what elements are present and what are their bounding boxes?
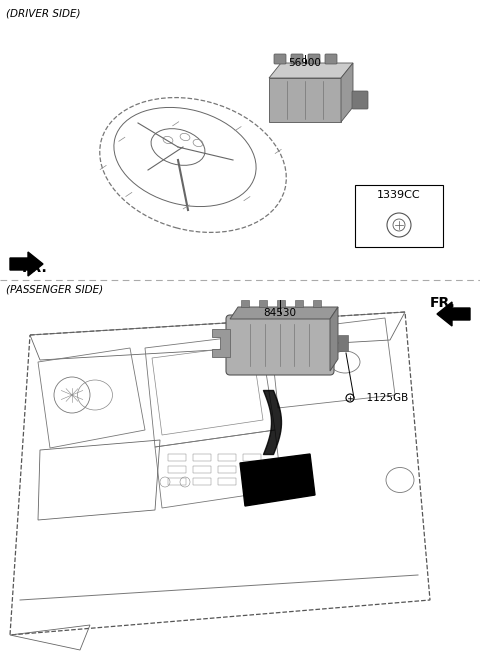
Bar xyxy=(193,454,211,461)
Text: (PASSENGER SIDE): (PASSENGER SIDE) xyxy=(6,285,103,295)
Bar xyxy=(243,466,261,473)
Polygon shape xyxy=(269,78,341,122)
FancyBboxPatch shape xyxy=(291,54,303,64)
Bar xyxy=(243,454,261,461)
Polygon shape xyxy=(212,329,230,357)
Bar xyxy=(168,454,186,461)
Bar xyxy=(168,466,186,473)
Text: 56900: 56900 xyxy=(288,58,322,68)
Text: 84530: 84530 xyxy=(264,308,297,318)
Polygon shape xyxy=(269,63,353,78)
Bar xyxy=(218,478,236,485)
Bar xyxy=(241,300,249,307)
Bar xyxy=(277,300,285,307)
Bar xyxy=(338,335,348,351)
FancyBboxPatch shape xyxy=(274,54,286,64)
Bar xyxy=(193,478,211,485)
FancyBboxPatch shape xyxy=(308,54,320,64)
Bar xyxy=(193,466,211,473)
FancyBboxPatch shape xyxy=(352,91,368,109)
Bar xyxy=(243,478,261,485)
Polygon shape xyxy=(437,302,470,326)
Polygon shape xyxy=(240,454,315,506)
Bar xyxy=(313,300,321,307)
Bar xyxy=(355,185,443,247)
Polygon shape xyxy=(330,307,338,371)
Bar xyxy=(168,478,186,485)
FancyBboxPatch shape xyxy=(226,315,334,375)
Text: 1339CC: 1339CC xyxy=(377,190,421,200)
Bar xyxy=(218,466,236,473)
Polygon shape xyxy=(10,252,43,276)
Bar xyxy=(295,300,303,307)
FancyBboxPatch shape xyxy=(325,54,337,64)
Text: 1125GB: 1125GB xyxy=(360,393,408,403)
Text: FR.: FR. xyxy=(430,296,456,310)
Bar xyxy=(218,454,236,461)
Polygon shape xyxy=(230,307,338,319)
Bar xyxy=(259,300,267,307)
Polygon shape xyxy=(341,63,353,122)
Text: FR.: FR. xyxy=(22,261,48,275)
Text: (DRIVER SIDE): (DRIVER SIDE) xyxy=(6,8,81,18)
